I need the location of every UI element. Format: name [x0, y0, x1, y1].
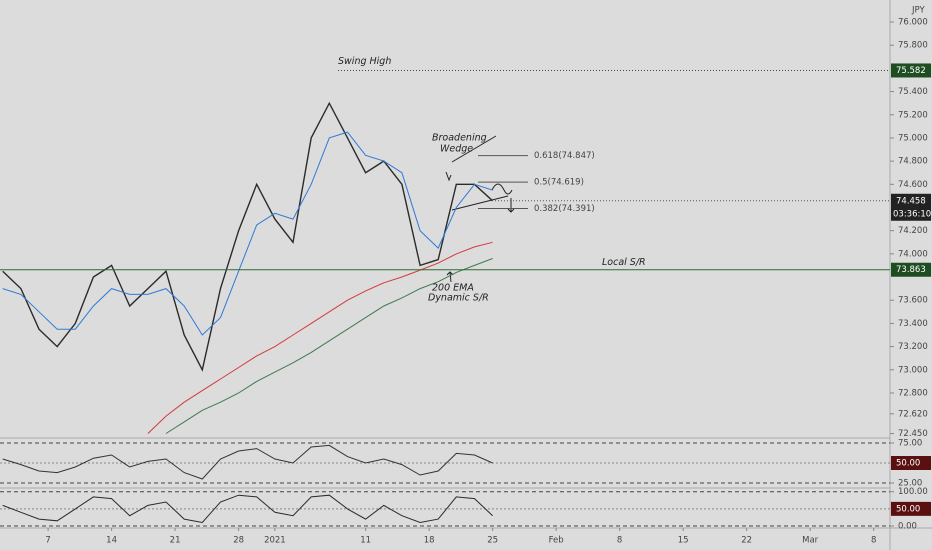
- y-tick-label: 75.000: [898, 133, 928, 143]
- price-badge-label: 73.863: [896, 265, 926, 275]
- x-tick-label: Mar: [802, 536, 819, 546]
- x-tick-label: 8: [871, 536, 876, 546]
- y-tick-label: 74.200: [898, 226, 928, 236]
- x-tick-label: Feb: [549, 536, 564, 546]
- y-tick-label: 75.400: [898, 87, 928, 97]
- annotation: Dynamic S/R: [428, 293, 489, 304]
- arrow: [446, 271, 454, 283]
- projection-curve: [491, 183, 513, 195]
- x-tick-label: 7: [45, 536, 50, 546]
- x-tick-label: 25: [487, 536, 498, 546]
- y-tick-label: 74.600: [898, 180, 928, 190]
- y-tick-label: 75.200: [898, 110, 928, 120]
- y-tick-label: 73.000: [898, 365, 928, 375]
- y-tick-label: 76.000: [898, 18, 928, 28]
- series-line: [147, 241, 493, 434]
- series-line: [2, 131, 493, 336]
- y-tick-label: 75.800: [898, 41, 928, 51]
- annotation: Local S/R: [602, 257, 646, 268]
- series-line: [2, 444, 493, 480]
- fib-label: 0.382(74.391): [534, 204, 595, 214]
- price-badge-label: 74.458: [896, 196, 926, 206]
- price-badge: [891, 262, 931, 277]
- y-tick-label: 72.620: [898, 409, 928, 419]
- y-tick-label: 100.00: [898, 487, 928, 497]
- y-tick-label: 0.00: [898, 521, 917, 531]
- x-tick-label: 28: [233, 536, 244, 546]
- y-tick-label: 25.00: [898, 479, 922, 489]
- x-tick-label: 14: [106, 536, 117, 546]
- value-badge: [891, 501, 931, 516]
- annotation: Broadening: [432, 133, 487, 144]
- countdown-label: 03:36:10: [893, 209, 931, 219]
- fib-label: 0.618(74.847): [534, 151, 595, 161]
- value-badge-label: 50.00: [896, 459, 920, 469]
- value-badge-label: 50.00: [896, 504, 920, 514]
- series-line: [165, 258, 493, 434]
- x-tick-label: 21: [170, 536, 181, 546]
- currency-label: JPY: [911, 6, 925, 16]
- y-tick-label: 73.400: [898, 319, 928, 329]
- series-line: [2, 101, 494, 372]
- y-tick-label: 74.000: [898, 249, 928, 259]
- value-badge: [891, 456, 931, 470]
- y-tick-label: 75.00: [898, 439, 922, 449]
- price-badge-label: 75.582: [896, 66, 926, 76]
- y-tick-label: 72.450: [898, 429, 928, 439]
- y-tick-label: 73.600: [898, 296, 928, 306]
- x-tick-label: 2021: [264, 536, 286, 546]
- y-tick-label: 73.200: [898, 342, 928, 352]
- series-line: [2, 494, 493, 524]
- annotation: 200 EMA: [432, 283, 474, 294]
- annotation: Swing High: [338, 56, 391, 67]
- x-tick-label: 15: [678, 536, 689, 546]
- wedge-lower-line: [451, 195, 509, 211]
- wedge-upper-line: [451, 135, 497, 163]
- x-tick-label: 22: [741, 536, 752, 546]
- x-tick-label: 11: [360, 536, 371, 546]
- fib-label: 0.5(74.619): [534, 178, 584, 188]
- y-tick-label: 72.800: [898, 388, 928, 398]
- annotation: Wedge: [440, 144, 473, 155]
- y-tick-label: 74.800: [898, 157, 928, 167]
- arrow: [445, 171, 452, 182]
- price-badge: [891, 63, 931, 78]
- x-tick-label: 18: [424, 536, 435, 546]
- x-tick-label: 8: [617, 536, 622, 546]
- price-badge: [891, 193, 931, 221]
